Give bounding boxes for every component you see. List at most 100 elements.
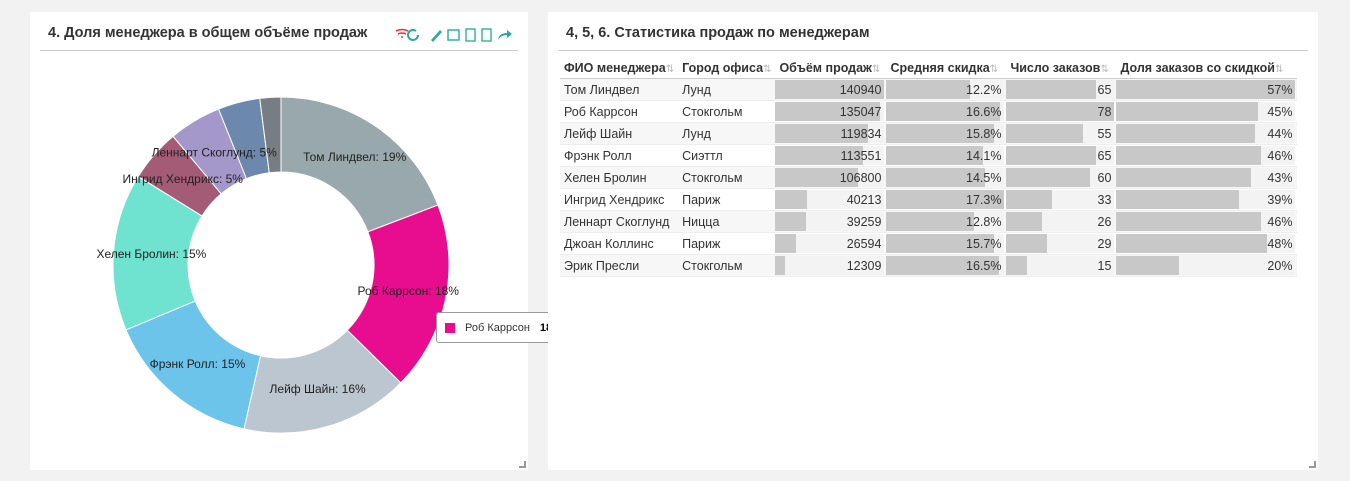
column-header[interactable]: Число заказов⇅ — [1006, 57, 1117, 79]
cell-value: 60 — [1097, 170, 1112, 185]
data-bar — [886, 124, 995, 143]
column-header[interactable]: ФИО менеджера⇅ — [560, 57, 679, 79]
table-cell: Сиэттл — [678, 144, 776, 167]
table-row: Эрик Пресли Стокгольм 12309 16.5% 15 20% — [560, 254, 1298, 277]
cell-value: 106800 — [839, 170, 882, 185]
cell-value: 17.3% — [966, 192, 1002, 207]
data-bar — [1006, 168, 1090, 187]
table-cell: 135047 — [775, 100, 887, 123]
cell-value: 12309 — [846, 258, 882, 273]
cell-value: 15 — [1097, 258, 1112, 273]
data-bar — [775, 234, 797, 253]
slice-label: Леннарт Скоглунд: 5% — [152, 146, 278, 160]
table-cell: Том Линдвел — [560, 78, 679, 101]
sort-icon[interactable]: ⇅ — [665, 63, 675, 75]
table-cell: 119834 — [775, 122, 887, 145]
wifi-icon[interactable] — [395, 28, 409, 38]
table-cell: 43% — [1116, 166, 1298, 189]
refresh-icon[interactable] — [407, 29, 419, 41]
table-cell: 55 — [1006, 122, 1117, 145]
sort-icon[interactable]: ⇅ — [989, 63, 999, 75]
sort-icon[interactable]: ⇅ — [763, 63, 772, 75]
table-cell: 12.2% — [886, 78, 1007, 101]
slice-label: Фрэнк Ролл: 15% — [150, 357, 246, 371]
sort-icon[interactable]: ⇅ — [871, 63, 881, 75]
table-cell: 12.8% — [886, 210, 1007, 233]
table-cell: 15.7% — [886, 232, 1007, 255]
data-bar — [1006, 190, 1053, 209]
donut-slice — [259, 96, 282, 174]
data-bar — [1116, 168, 1252, 187]
table-cell: Париж — [678, 188, 776, 211]
table-cell: Ницца — [678, 210, 776, 233]
table-cell: 45% — [1116, 100, 1298, 123]
table-cell: 39259 — [775, 210, 887, 233]
table-cell: 16.6% — [886, 100, 1007, 123]
resize-handle[interactable] — [1309, 461, 1316, 468]
slice-label: Ингрид Хендрикс: 5% — [123, 172, 244, 186]
chart-panel: 4. Доля менеджера в общем объёме продаж … — [30, 12, 528, 470]
slice-label: Лейф Шайн: 16% — [270, 382, 366, 396]
table-cell: 78 — [1006, 100, 1117, 123]
data-bar — [1006, 212, 1043, 231]
tooltip-swatch — [445, 322, 455, 333]
data-bar — [1116, 124, 1255, 143]
data-bar — [1006, 124, 1083, 143]
cell-value: 55 — [1097, 126, 1112, 141]
table-row: Хелен Бролин Стокгольм 106800 14.5% 60 43% — [560, 166, 1298, 189]
bar-track — [1006, 256, 1115, 275]
column-header[interactable]: Доля заказов со скидкой⇅ — [1116, 57, 1298, 79]
data-bar — [886, 102, 1000, 121]
sort-icon[interactable]: ⇅ — [1274, 63, 1284, 75]
column-header[interactable]: Средняя скидка⇅ — [886, 57, 1007, 79]
data-bar — [886, 190, 1005, 209]
table-cell: 39% — [1116, 188, 1298, 211]
header-text: Город офиса — [682, 60, 764, 75]
header-text: ФИО менеджера — [564, 60, 666, 75]
data-bar — [1006, 256, 1028, 275]
data-bar — [886, 146, 983, 165]
data-bar — [1006, 102, 1115, 121]
resize-handle[interactable] — [519, 461, 526, 468]
column-header[interactable]: Город офиса⇅ — [678, 57, 776, 79]
table-cell: Ингрид Хендрикс — [560, 188, 679, 211]
table-row: Фрэнк Ролл Сиэттл 113551 14.1% 65 46% — [560, 144, 1298, 167]
data-bar — [1116, 102, 1258, 121]
table-cell: 20% — [1116, 254, 1298, 277]
table-cell: Стокгольм — [678, 100, 776, 123]
data-bar — [775, 80, 885, 99]
data-bar — [775, 168, 859, 187]
table-cell: Стокгольм — [678, 166, 776, 189]
title-rule — [558, 50, 1308, 51]
table-row: Джоан Коллинс Париж 26594 15.7% 29 48% — [560, 232, 1298, 255]
table-cell: Лунд — [678, 78, 776, 101]
cell-value: 40213 — [846, 192, 882, 207]
cell-value: 14.5% — [966, 170, 1002, 185]
toolbar — [395, 28, 512, 42]
cell-value: 26594 — [846, 236, 882, 251]
cell-value: 29 — [1097, 236, 1112, 251]
column-header[interactable]: Объём продаж⇅ — [775, 57, 887, 79]
slice-label: Том Линдвел: 19% — [303, 150, 406, 164]
cell-value: 15.8% — [966, 126, 1002, 141]
cell-value: 44% — [1267, 126, 1293, 141]
pdf-icon[interactable] — [481, 28, 492, 42]
data-bar — [1006, 234, 1047, 253]
table-cell: 60 — [1006, 166, 1117, 189]
cell-value: 26 — [1097, 214, 1112, 229]
cell-value: 65 — [1097, 148, 1112, 163]
edit-icon[interactable] — [431, 30, 442, 42]
table-cell: 15 — [1006, 254, 1117, 277]
table-cell: 15.8% — [886, 122, 1007, 145]
excel-icon[interactable] — [465, 28, 476, 42]
data-bar — [775, 190, 807, 209]
table-cell: 65 — [1006, 78, 1117, 101]
cell-value: 113551 — [840, 148, 882, 163]
data-bar — [1006, 146, 1097, 165]
table-cell: Париж — [678, 232, 776, 255]
sort-icon[interactable]: ⇅ — [1100, 63, 1109, 75]
share-icon[interactable] — [498, 30, 512, 40]
cell-value: 12.8% — [966, 214, 1002, 229]
table-icon[interactable] — [447, 29, 460, 41]
